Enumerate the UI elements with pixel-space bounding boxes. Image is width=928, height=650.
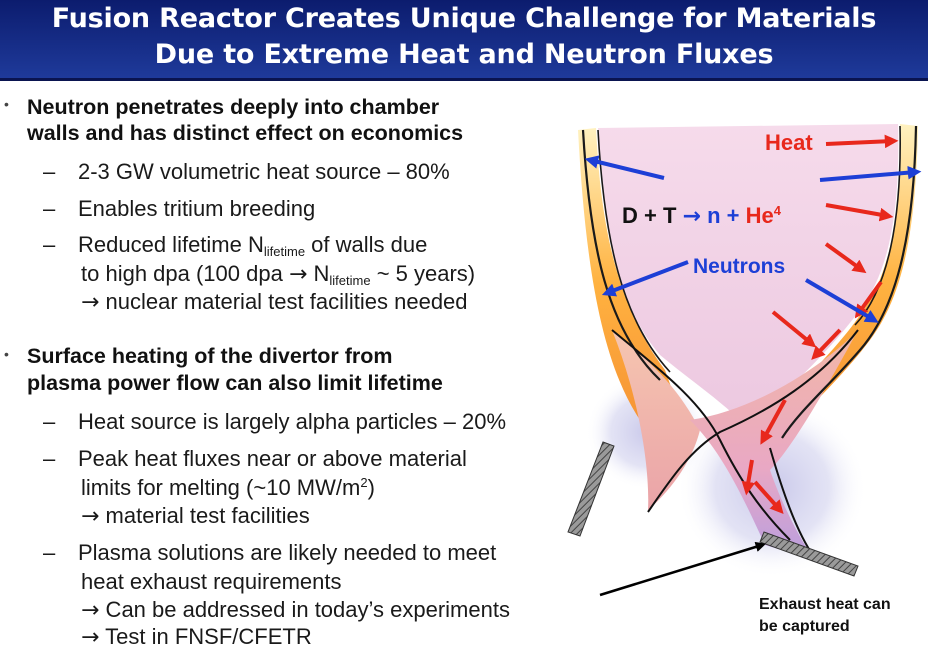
- sub-item-2-3-line-3: → Can be addressed in today’s experiment…: [81, 597, 510, 623]
- dpa-years: ~ 5 years): [370, 261, 476, 286]
- bullet-2-heading-line-1: Surface heating of the divertor from: [27, 344, 393, 368]
- sub-item-1-3-line-3: → nuclear material test facilities neede…: [81, 289, 468, 315]
- bullet-dot-2: •: [4, 346, 9, 362]
- reaction-helium: He4: [746, 203, 781, 228]
- sub-item-1-1: 2-3 GW volumetric heat source – 80%: [78, 159, 450, 184]
- reaction-helium-mass: 4: [773, 203, 781, 218]
- neutron-arrow-3: [601, 260, 689, 297]
- heat-arrow-2: [825, 203, 894, 222]
- heat-arrow-4: [854, 280, 883, 319]
- fnsf-text: Test in FNSF/CFETR: [99, 624, 312, 649]
- exhaust-label-line-1: Exhaust heat can: [759, 596, 891, 613]
- neutrons-label: Neutrons: [693, 255, 786, 278]
- implication-arrow-1: →: [81, 290, 100, 315]
- title-line-1: Fusion Reactor Creates Unique Challenge …: [51, 3, 877, 34]
- neutron-arrows: [584, 155, 922, 323]
- bullet-1-heading-line-1: Neutron penetrates deeply into chamber: [27, 95, 440, 119]
- sub-item-1-3-line-2: to high dpa (100 dpa → Nlifetime ~ 5 yea…: [81, 261, 475, 288]
- melting-text: limits for melting (~10 MW/m: [81, 475, 361, 500]
- nuclear-test-text: nuclear material test facilities needed: [99, 289, 468, 314]
- bullet-dot-1: •: [4, 96, 9, 112]
- separatrix-a: [611, 329, 791, 541]
- divertor-leg-left: [612, 330, 700, 510]
- exhaust-label-line-2: be captured: [759, 618, 850, 635]
- divertor-plate-left: [567, 441, 615, 537]
- divertor-leg-right: [690, 330, 858, 560]
- heat-label: Heat: [765, 130, 813, 155]
- sub-item-2-1: Heat source is largely alpha particles –…: [78, 409, 507, 434]
- dash-3: –: [43, 232, 56, 257]
- implication-arrow-2: →: [81, 504, 100, 529]
- sub-item-1-3-line-1: Reduced lifetime Nlifetime of walls due: [78, 232, 427, 259]
- melting-superscript: 2: [360, 475, 368, 490]
- reaction-reactants: D + T: [622, 203, 683, 228]
- dpa-text: to high dpa (100 dpa: [81, 261, 289, 286]
- lifetime-subscript-a: lifetime: [263, 244, 306, 259]
- dash-5: –: [43, 446, 56, 471]
- dash-6: –: [43, 540, 56, 565]
- heat-arrow-1: [825, 134, 899, 149]
- sub-item-1-2: Enables tritium breeding: [78, 196, 316, 221]
- reaction-arrow: →: [682, 204, 701, 229]
- title-banner: Fusion Reactor Creates Unique Challenge …: [0, 0, 928, 81]
- material-test-text: material test facilities: [99, 503, 310, 528]
- right-wall: [760, 124, 918, 440]
- wall-outline-left-inner: [597, 129, 671, 373]
- wall-outline-right-outer: [781, 125, 918, 439]
- neutron-arrow-2: [819, 165, 922, 182]
- separatrix-b: [647, 329, 859, 513]
- dpa-n: N: [307, 261, 330, 286]
- heat-arrow-3: [824, 242, 867, 274]
- reaction-equation: D + T → n + He4: [622, 203, 781, 229]
- melting-close: ): [367, 475, 375, 500]
- dash-2: –: [43, 196, 56, 221]
- heat-arrow-5: [771, 310, 817, 348]
- heat-arrow-7: [760, 399, 787, 445]
- heat-arrow-9: [753, 480, 784, 515]
- sub-item-2-2-line-3: → material test facilities: [81, 503, 310, 529]
- reaction-neutron: n +: [700, 203, 746, 228]
- exhaust-pointer-line: [599, 541, 766, 597]
- implication-arrow-4: →: [81, 625, 100, 650]
- wall-outline-left-outer: [581, 129, 661, 381]
- sub-item-2-2-line-2: limits for melting (~10 MW/m2): [81, 475, 375, 501]
- sub-item-2-2-line-1: Peak heat fluxes near or above material: [78, 446, 467, 471]
- dash-1: –: [43, 159, 56, 184]
- neutron-arrow-4: [804, 278, 879, 323]
- dpa-arrow: →: [288, 262, 308, 287]
- bullet-1-heading-line-2: walls and has distinct effect on economi…: [27, 121, 464, 145]
- heat-arrow-6: [811, 328, 842, 360]
- sub-item-2-3-line-1: Plasma solutions are likely needed to me…: [78, 540, 497, 565]
- title-underline: [0, 78, 928, 81]
- dash-4: –: [43, 409, 56, 434]
- lifetime-text-a: Reduced lifetime N: [78, 232, 264, 257]
- sub-item-2-3-line-2: heat exhaust requirements: [81, 569, 342, 594]
- implication-arrow-3: →: [81, 598, 100, 623]
- heat-arrow-8: [741, 459, 756, 496]
- neutron-arrow-1: [584, 155, 665, 180]
- heat-arrows: [741, 134, 899, 515]
- lifetime-text-b: of walls due: [305, 232, 428, 257]
- lifetime-subscript-b: lifetime: [329, 273, 371, 288]
- bullet-2-heading-line-2: plasma power flow can also limit lifetim…: [27, 371, 443, 395]
- reaction-helium-symbol: He: [745, 203, 774, 228]
- sub-item-2-3-line-4: → Test in FNSF/CFETR: [81, 624, 312, 650]
- title-line-2: Due to Extreme Heat and Neutron Fluxes: [154, 39, 774, 70]
- experiments-text: Can be addressed in today’s experiments: [99, 597, 510, 622]
- divertor-plate-right: [759, 531, 859, 577]
